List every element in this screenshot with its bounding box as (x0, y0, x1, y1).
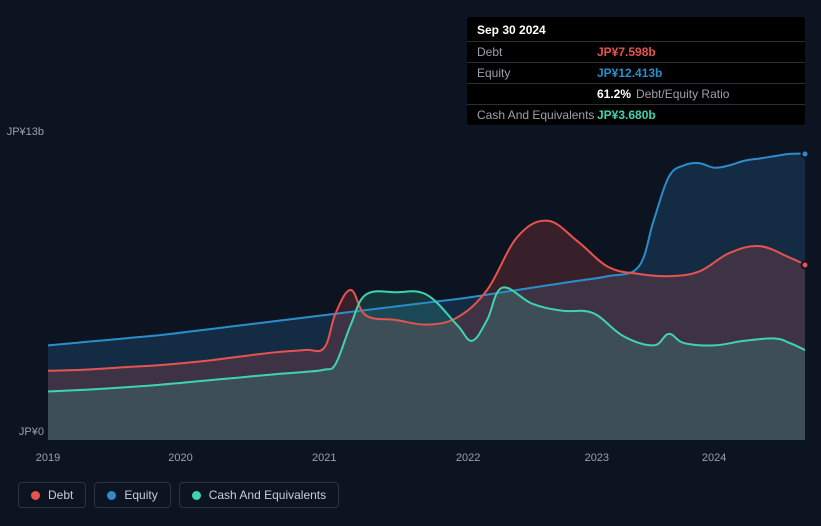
x-axis-tick: 2024 (702, 452, 726, 464)
tooltip-row: Cash And EquivalentsJP¥3.680b (467, 105, 805, 125)
chart-tooltip: Sep 30 2024 DebtJP¥7.598bEquityJP¥12.413… (467, 17, 805, 125)
y-axis-top-label: JP¥13b (7, 126, 44, 138)
tooltip-row: 61.2% Debt/Equity Ratio (467, 84, 805, 105)
series-end-marker (801, 149, 810, 158)
legend-item[interactable]: Cash And Equivalents (179, 482, 339, 508)
x-axis-tick: 2022 (456, 452, 480, 464)
x-axis-tick: 2020 (168, 452, 192, 464)
x-axis-tick: 2023 (585, 452, 609, 464)
tooltip-row-label: Cash And Equivalents (477, 108, 597, 122)
x-axis-tick: 2021 (312, 452, 336, 464)
legend-swatch-icon (192, 491, 201, 500)
tooltip-row-label: Equity (477, 66, 597, 80)
financial-chart[interactable] (48, 140, 805, 440)
tooltip-date: Sep 30 2024 (467, 17, 805, 42)
legend-item[interactable]: Debt (18, 482, 86, 508)
tooltip-row-value: JP¥12.413b (597, 66, 662, 80)
legend-label: Equity (124, 488, 157, 502)
legend-swatch-icon (31, 491, 40, 500)
tooltip-row-value: 61.2% (597, 87, 631, 101)
y-axis-bottom-label: JP¥0 (19, 426, 44, 438)
tooltip-row-value: JP¥3.680b (597, 108, 656, 122)
tooltip-row-label: Debt (477, 45, 597, 59)
tooltip-row-suffix: Debt/Equity Ratio (636, 87, 729, 101)
x-axis-tick: 2019 (36, 452, 60, 464)
tooltip-row: DebtJP¥7.598b (467, 42, 805, 63)
legend-swatch-icon (107, 491, 116, 500)
chart-legend: Debt Equity Cash And Equivalents (18, 482, 339, 508)
tooltip-row: EquityJP¥12.413b (467, 63, 805, 84)
legend-item[interactable]: Equity (94, 482, 170, 508)
legend-label: Debt (48, 488, 73, 502)
legend-label: Cash And Equivalents (209, 488, 326, 502)
tooltip-row-value: JP¥7.598b (597, 45, 656, 59)
series-end-marker (801, 260, 810, 269)
